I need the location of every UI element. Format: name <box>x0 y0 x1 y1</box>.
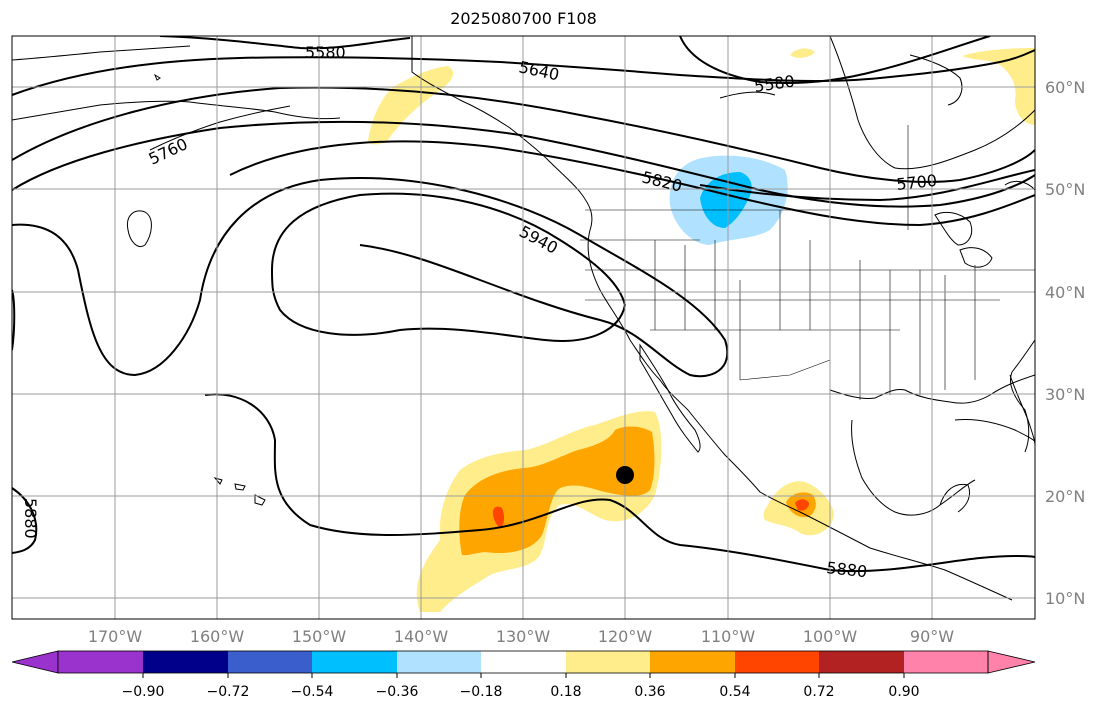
colorbar-segment <box>650 651 735 673</box>
lon-label: 110°W <box>701 627 756 646</box>
contour-label: 5580 <box>305 43 346 62</box>
anomaly-shading <box>368 48 1035 612</box>
colorbar-segment <box>58 651 143 673</box>
lon-label: 90°W <box>910 627 954 646</box>
positive-anomaly-region <box>368 66 454 145</box>
colorbar-tick-label: −0.18 <box>460 684 503 700</box>
coastlines <box>12 36 1035 601</box>
contour-5700-b <box>699 169 1035 202</box>
moderate-anomaly-region <box>459 426 655 556</box>
colorbar-tick-label: −0.72 <box>207 684 250 700</box>
lon-label: 150°W <box>292 627 347 646</box>
lon-label: 120°W <box>598 627 653 646</box>
lat-label: 20°N <box>1045 487 1085 506</box>
contour-5880-south <box>12 487 38 554</box>
contour-label: 5880 <box>826 558 868 581</box>
colorbar-tick-label: 0.54 <box>719 684 750 700</box>
lon-label: 130°W <box>496 627 551 646</box>
colorbar-segment <box>481 651 566 673</box>
lon-label: 160°W <box>190 627 245 646</box>
contour-label: 5880 <box>21 498 40 539</box>
lat-label: 10°N <box>1045 589 1085 608</box>
positive-anomaly-region <box>790 48 815 58</box>
contour-5580-north <box>159 36 411 50</box>
contour-5640 <box>12 49 1035 96</box>
contour-5880-north <box>12 177 729 378</box>
lat-label: 40°N <box>1045 283 1085 302</box>
graticule <box>12 36 1035 619</box>
contour-5880-main <box>204 393 1035 573</box>
contour-5760 <box>12 120 1035 208</box>
lat-label: 30°N <box>1045 385 1085 404</box>
colorbar-tick-label: 0.18 <box>550 684 581 700</box>
colorbar-segment <box>397 651 481 673</box>
colorbar: −0.90 −0.72 −0.54 −0.36 −0.18 0.18 0.36 … <box>11 650 1036 700</box>
colorbar-tick-label: −0.90 <box>122 684 165 700</box>
colorbar-segment <box>143 651 228 673</box>
colorbar-tick-label: −0.54 <box>291 684 334 700</box>
longitude-labels: 170°W 160°W 150°W 140°W 130°W 120°W 110°… <box>88 627 954 646</box>
positive-anomaly-region <box>962 48 1035 125</box>
strong-negative-anomaly-region <box>700 172 752 228</box>
colorbar-segment <box>312 651 397 673</box>
lat-label: 50°N <box>1045 180 1085 199</box>
colorbar-segment <box>904 651 988 673</box>
lon-label: 140°W <box>394 627 449 646</box>
strong-anomaly-region <box>492 506 505 528</box>
contour-loop-west <box>12 289 16 351</box>
lon-label: 170°W <box>88 627 143 646</box>
colorbar-segment <box>228 651 312 673</box>
lat-label: 60°N <box>1045 78 1085 97</box>
colorbar-high-extension <box>987 650 1036 674</box>
latitude-labels: 60°N 50°N 40°N 30°N 20°N 10°N <box>1045 78 1085 608</box>
strong-anomaly-region <box>795 499 809 511</box>
contour-5580-ne <box>679 36 991 85</box>
colorbar-tick-label: 0.72 <box>803 684 834 700</box>
height-contours <box>12 36 1035 573</box>
colorbar-segment <box>735 651 819 673</box>
lon-label: 100°W <box>803 627 858 646</box>
map-border <box>11 35 1036 620</box>
contour-label: 5700 <box>895 171 937 194</box>
colorbar-segment <box>819 651 904 673</box>
map-title: 2025080700 F108 <box>450 9 597 28</box>
colorbar-tick-label: −0.36 <box>376 684 419 700</box>
contour-5940 <box>270 192 627 342</box>
location-marker <box>616 466 634 484</box>
colorbar-tick-label: 0.90 <box>888 684 919 700</box>
colorbar-tick-label: 0.36 <box>634 684 665 700</box>
colorbar-segment <box>566 651 650 673</box>
contour-5700-a <box>12 86 1035 183</box>
colorbar-low-extension <box>11 650 59 674</box>
contour-5820 <box>229 140 1035 227</box>
